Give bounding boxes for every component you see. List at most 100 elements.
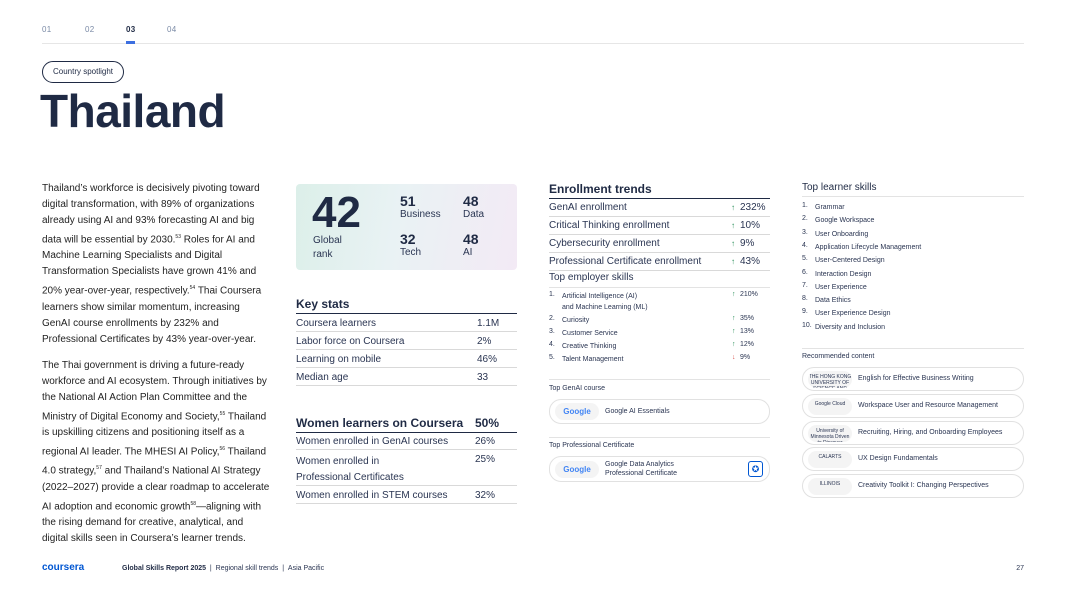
arrow-up-icon: ↑: [731, 257, 735, 266]
table-row: Coursera learners 1.1M: [296, 314, 517, 332]
employer-skills-title: Top employer skills: [549, 272, 634, 283]
rank-card: 42 Global rank 51 Business 48 Data 32 Te…: [296, 184, 517, 270]
list-number: 7.: [802, 281, 808, 289]
page-number: 27: [1016, 565, 1024, 572]
rank-business: 51 Business: [400, 193, 441, 220]
skill-label: Diversity and Inclusion: [815, 323, 886, 331]
tab-03[interactable]: 03: [126, 25, 136, 44]
genai-course-heading: Top GenAI course: [549, 385, 606, 392]
course-title: English for Effective Business Writing: [858, 375, 974, 382]
employer-skills-list: 1. Artificial Intelligence (AI) and Machin…: [549, 291, 758, 363]
women-title: Women learners on Coursera: [296, 416, 464, 430]
course-title: Workspace User and Resource Management: [858, 401, 998, 409]
divider: [802, 196, 1024, 197]
skill-label: User Experience: [815, 283, 867, 291]
key-stats-rule: [296, 313, 517, 314]
course-title: UX Design Fundamentals: [858, 455, 938, 463]
section-nav: 01 02 03 04: [42, 24, 1024, 44]
recommended-card[interactable]: ILLINOIS Creativity Toolkit I: Changing P…: [802, 474, 1024, 499]
recommended-card[interactable]: University of Minnesota Driven to Discov…: [802, 420, 1024, 445]
rank-data: 48 Data: [463, 193, 485, 220]
enrollment-title: Enrollment trends: [549, 182, 652, 196]
page-title: Thailand: [40, 85, 226, 137]
arrow-up-icon: ↑: [731, 221, 735, 230]
global-rank-label: Global rank: [313, 235, 342, 260]
list-number: 3.: [802, 228, 808, 236]
coursera-logo: coursera: [42, 562, 85, 573]
skill-label: Data Ethics: [815, 297, 851, 305]
recommended-card[interactable]: Google Cloud Workspace User and Resource …: [802, 393, 1024, 418]
enrollment-row: Professional Certificate enrollment ↑ 43%: [549, 253, 770, 271]
women-rule: [296, 432, 517, 433]
enrollment-row: Critical Thinking enrollment ↑ 10%: [549, 217, 770, 235]
arrow-down-icon: ↓: [732, 354, 736, 361]
table-row: Median age 33: [296, 368, 517, 386]
divider: [549, 379, 770, 380]
prof-cert-card[interactable]: Google Google Data Analytics Professional…: [549, 456, 770, 482]
google-logo: Google: [555, 461, 599, 478]
partner-logo: University of Minnesota Driven to Discov…: [808, 424, 852, 442]
course-title: Recruiting, Hiring, and Onboarding Emplo…: [858, 428, 1003, 436]
learner-skills-title: Top learner skills: [802, 182, 877, 193]
tab-01[interactable]: 01: [42, 25, 52, 34]
learner-skills-list: 1. Grammar 2. Google Workspace 3. User Onboar…: [802, 202, 1024, 334]
enrollment-rule: [549, 198, 770, 199]
arrow-up-icon: ↑: [731, 239, 735, 248]
enrollment-row: Cybersecurity enrollment ↑ 9%: [549, 235, 770, 253]
google-logo: Google: [555, 403, 599, 420]
table-row: Women enrolled in GenAI courses 26%: [296, 433, 517, 450]
certificate-icon: ✪: [748, 461, 763, 477]
table-row: Learning on mobile 46%: [296, 350, 517, 368]
list-number: 1.: [802, 202, 808, 209]
partner-logo: ILLINOIS: [808, 478, 852, 496]
intro-text: Thailand’s workforce is decisively pivot…: [42, 181, 270, 557]
list-number: 4.: [802, 241, 808, 249]
recommended-title: Recommended content: [802, 353, 875, 360]
paragraph-1: Thailand’s workforce is decisively pivot…: [42, 183, 262, 345]
spotlight-badge: Country spotlight: [42, 61, 125, 83]
enrollment-row: GenAI enrollment ↑ 232%: [549, 199, 770, 217]
rank-tech: 32 Tech: [400, 231, 422, 258]
arrow-up-icon: ↑: [732, 315, 736, 322]
arrow-up-icon: ↑: [732, 291, 736, 298]
list-number: 2.: [802, 215, 808, 223]
key-stats-table: Coursera learners 1.1M Labor force on Cou…: [296, 314, 517, 386]
list-number: 9.: [802, 308, 808, 316]
list-number: 6.: [802, 268, 808, 276]
divider: [549, 287, 770, 288]
table-row: Women enrolled in Professional Certificat…: [296, 450, 517, 486]
prof-cert-heading: Top Professional Certificate: [549, 442, 635, 449]
global-rank-value: 42: [312, 188, 361, 237]
table-row: Labor force on Coursera 2%: [296, 332, 517, 350]
recommended-card[interactable]: CALARTS UX Design Fundamentals: [802, 447, 1024, 472]
skill-label: User Onboarding: [815, 230, 869, 238]
rank-ai: 48 AI: [463, 231, 479, 258]
skill-label: Grammar: [815, 204, 845, 211]
women-table: Women enrolled in GenAI courses 26% Women…: [296, 433, 517, 504]
arrow-up-icon: ↑: [732, 328, 736, 335]
partner-logo: CALARTS: [808, 451, 852, 469]
skill-label: Google Workspace: [815, 217, 875, 225]
tab-04[interactable]: 04: [167, 25, 177, 34]
skill-label: User-Centered Design: [815, 257, 885, 265]
women-title-value: 50%: [475, 416, 500, 430]
skill-label: User Experience Design: [815, 310, 891, 318]
arrow-up-icon: ↑: [732, 341, 736, 348]
list-number: 5.: [802, 255, 808, 263]
list-number: 8.: [802, 295, 808, 303]
arrow-up-icon: ↑: [731, 203, 735, 212]
skill-label: Interaction Design: [815, 270, 872, 278]
table-row: Women enrolled in STEM courses 32%: [296, 486, 517, 504]
divider: [549, 437, 770, 438]
key-stats-title: Key stats: [296, 297, 350, 311]
partner-logo: Google Cloud: [808, 397, 852, 415]
paragraph-2: The Thai government is driving a future-…: [42, 359, 270, 544]
partner-logo: THE HONG KONG UNIVERSITY OF SCIENCE AND …: [808, 371, 852, 388]
skill-label: Application Lifecycle Management: [815, 243, 922, 251]
tab-02[interactable]: 02: [85, 25, 95, 34]
footer-breadcrumb: Global Skills Report 2025 | Regional ski…: [122, 565, 325, 572]
list-number: 10.: [802, 321, 812, 329]
recommended-card[interactable]: THE HONG KONG UNIVERSITY OF SCIENCE AND …: [802, 367, 1024, 391]
genai-course-card[interactable]: Google Google AI Essentials: [549, 399, 770, 424]
divider: [802, 348, 1024, 349]
